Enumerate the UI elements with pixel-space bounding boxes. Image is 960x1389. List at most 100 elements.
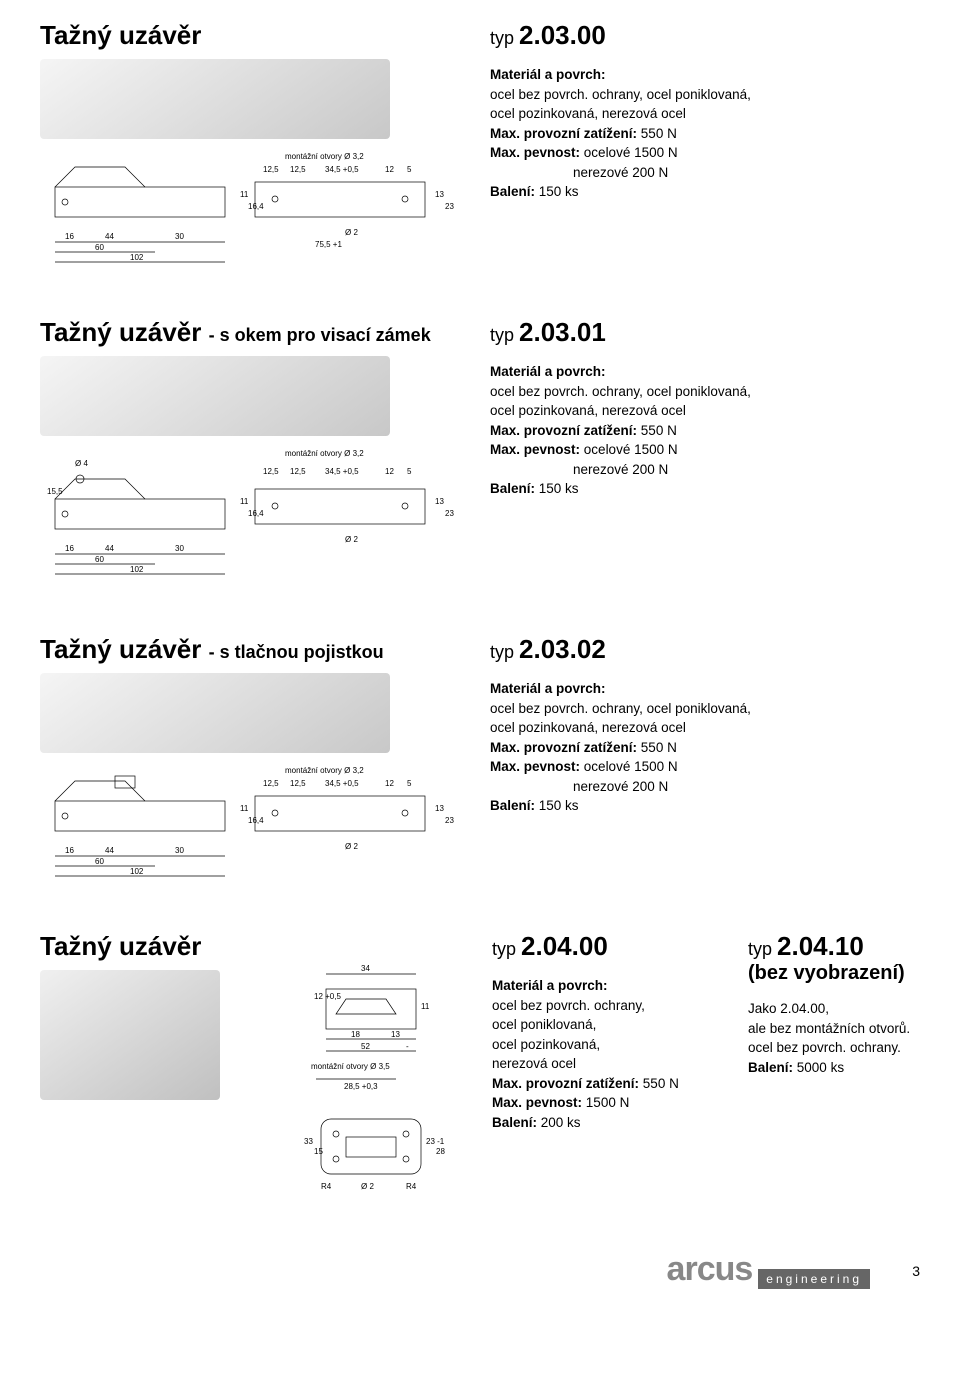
product-photo-2: [40, 356, 390, 436]
product-photo-4: [40, 970, 220, 1100]
section-4-col-1: Tažný uzávěr: [40, 931, 250, 1199]
type-prefix: typ: [492, 939, 516, 959]
title-text: Tažný uzávěr: [40, 20, 201, 50]
svg-text:Ø 2: Ø 2: [361, 1182, 374, 1191]
pack-label: Balení:: [492, 1115, 537, 1130]
pack-val: 150 ks: [539, 481, 579, 496]
section-4-col-3: typ 2.04.00 Materiál a povrch: ocel bez …: [492, 931, 732, 1199]
svg-text:12,5: 12,5: [290, 467, 306, 476]
svg-text:12: 12: [385, 779, 394, 788]
strength-val-1: ocelové 1500 N: [584, 759, 678, 774]
b-pack-val: 5000 ks: [797, 1060, 844, 1075]
type-4b-sub: (bez vyobrazení): [748, 962, 920, 985]
svg-text:16: 16: [65, 232, 74, 241]
svg-text:16: 16: [65, 846, 74, 855]
svg-text:102: 102: [130, 565, 144, 574]
load-val: 550 N: [641, 423, 677, 438]
pack-label: Balení:: [490, 798, 535, 813]
svg-text:12 +0,5: 12 +0,5: [314, 992, 341, 1001]
svg-text:12,5: 12,5: [263, 779, 279, 788]
type-3: typ 2.03.02: [490, 634, 920, 665]
svg-text:60: 60: [95, 857, 104, 866]
strength-val-2: nerezové 200 N: [490, 460, 920, 480]
load-label: Max. provozní zatížení:: [490, 126, 637, 141]
mat-line-2: ocel poniklovaná,: [492, 1015, 732, 1035]
title-text: Tažný uzávěr: [40, 931, 201, 961]
svg-text:12,5: 12,5: [290, 165, 306, 174]
tech-drawing-4: 34 12 +0,5 11 18 13 52 - montážní otvory…: [266, 959, 476, 1199]
svg-text:Ø 2: Ø 2: [345, 535, 358, 544]
mat-label: Materiál a povrch:: [492, 978, 608, 993]
type-number: 2.03.01: [519, 317, 606, 347]
type-1: typ 2.03.00: [490, 20, 920, 51]
specs-2: Materiál a povrch: ocel bez povrch. ochr…: [490, 362, 920, 499]
svg-text:75,5 +1: 75,5 +1: [315, 240, 342, 249]
svg-text:23: 23: [445, 509, 454, 518]
type-number: 2.03.02: [519, 634, 606, 664]
svg-text:13: 13: [435, 804, 444, 813]
svg-text:13: 13: [391, 1030, 400, 1039]
svg-text:102: 102: [130, 867, 144, 876]
title-text: Tažný uzávěr: [40, 634, 201, 664]
svg-text:28: 28: [436, 1147, 445, 1156]
pack-val: 150 ks: [539, 798, 579, 813]
svg-text:15,5: 15,5: [47, 487, 63, 496]
pack-label: Balení:: [490, 184, 535, 199]
type-number: 2.04.00: [521, 931, 608, 961]
load-label: Max. provozní zatížení:: [492, 1076, 639, 1091]
load-val: 550 N: [643, 1076, 679, 1091]
mat-text-1: ocel bez povrch. ochrany, ocel poniklova…: [490, 382, 920, 402]
svg-text:11: 11: [421, 1002, 430, 1011]
logo-text: arcus: [667, 1250, 753, 1289]
load-label: Max. provozní zatížení:: [490, 740, 637, 755]
title-text: Tažný uzávěr: [40, 317, 201, 347]
svg-text:5: 5: [407, 467, 412, 476]
section-3-title: Tažný uzávěr - s tlačnou pojistkou: [40, 634, 470, 665]
b-line-1: Jako 2.04.00,: [748, 999, 920, 1019]
section-3: Tažný uzávěr - s tlačnou pojistkou montá…: [40, 634, 920, 891]
product-photo-1: [40, 59, 390, 139]
svg-text:23: 23: [445, 202, 454, 211]
pack-label: Balení:: [490, 481, 535, 496]
svg-text:5: 5: [407, 165, 412, 174]
type-prefix: typ: [490, 325, 514, 345]
svg-text:12: 12: [385, 165, 394, 174]
svg-text:11: 11: [240, 804, 249, 813]
svg-text:15: 15: [314, 1147, 323, 1156]
type-4b: typ 2.04.10: [748, 931, 920, 962]
specs-3: Materiál a povrch: ocel bez povrch. ochr…: [490, 679, 920, 816]
subtitle-text: - s okem pro visací zámek: [209, 325, 431, 345]
section-1-left: Tažný uzávěr montážní otvory Ø 3,2 12,5 …: [40, 20, 470, 277]
svg-text:30: 30: [175, 846, 184, 855]
specs-4b: Jako 2.04.00, ale bez montážních otvorů.…: [748, 999, 920, 1077]
svg-text:12,5: 12,5: [263, 165, 279, 174]
pack-val: 200 ks: [541, 1115, 581, 1130]
svg-text:44: 44: [105, 232, 114, 241]
svg-text:23: 23: [445, 816, 454, 825]
svg-text:12,5: 12,5: [263, 467, 279, 476]
mat-text-2: ocel pozinkovaná, nerezová ocel: [490, 104, 920, 124]
svg-text:Ø 2: Ø 2: [345, 842, 358, 851]
strength-label: Max. pevnost:: [492, 1095, 582, 1110]
svg-text:44: 44: [105, 846, 114, 855]
section-4-col-4: typ 2.04.10 (bez vyobrazení) Jako 2.04.0…: [748, 931, 920, 1199]
strength-val-1: ocelové 1500 N: [584, 442, 678, 457]
section-1: Tažný uzávěr montážní otvory Ø 3,2 12,5 …: [40, 20, 920, 277]
mat-label: Materiál a povrch:: [490, 681, 606, 696]
svg-text:44: 44: [105, 544, 114, 553]
mat-text-2: ocel pozinkovaná, nerezová ocel: [490, 401, 920, 421]
page-number: 3: [912, 1263, 920, 1279]
strength-val: 1500 N: [586, 1095, 630, 1110]
svg-text:11: 11: [240, 190, 249, 199]
section-2-left: Tažný uzávěr - s okem pro visací zámek Ø…: [40, 317, 470, 594]
section-2-title: Tažný uzávěr - s okem pro visací zámek: [40, 317, 470, 348]
mat-text-2: ocel pozinkovaná, nerezová ocel: [490, 718, 920, 738]
load-val: 550 N: [641, 740, 677, 755]
tech-drawing-1: montážní otvory Ø 3,2 12,5 12,5 34,5 +0,…: [40, 147, 470, 277]
svg-text:5: 5: [407, 779, 412, 788]
svg-text:-: -: [406, 1042, 409, 1051]
load-val: 550 N: [641, 126, 677, 141]
mat-label: Materiál a povrch:: [490, 67, 606, 82]
svg-text:montážní otvory Ø 3,2: montážní otvory Ø 3,2: [285, 766, 364, 775]
mat-line-1: ocel bez povrch. ochrany,: [492, 996, 732, 1016]
